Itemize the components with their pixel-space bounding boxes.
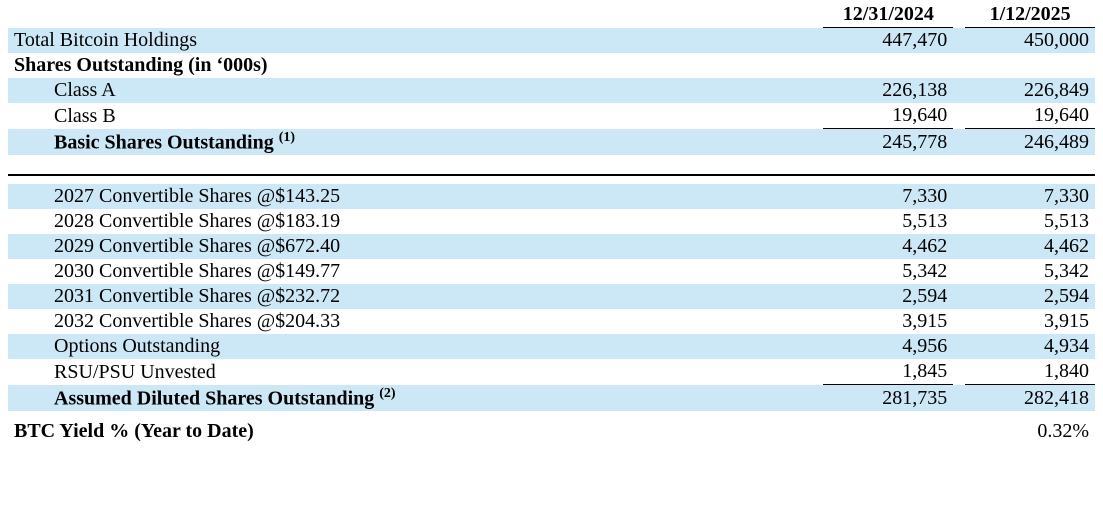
diluted-shares-footnote: (2) [379,386,395,401]
conv-2027-v1: 7,330 [823,184,953,209]
class-b-label: Class B [8,103,823,129]
options-v2: 4,934 [965,334,1095,359]
conv-2032-v2: 3,915 [965,309,1095,334]
spacer [953,53,965,78]
conv-2032-v1: 3,915 [823,309,953,334]
spacer [953,234,965,259]
diluted-shares-v1: 281,735 [823,385,953,412]
table-row: Class A226,138 226,849 [8,78,1095,103]
rsu-psu-label: RSU/PSU Unvested [8,359,823,385]
spacer [953,385,965,412]
table-row: 2031 Convertible Shares @$232.722,5942,5… [8,284,1095,309]
class-a-v2: 226,849 [965,78,1095,103]
table-row: Class B19,64019,640 [8,103,1095,129]
spacer [953,184,965,209]
shares-outstanding-header-v2 [965,53,1095,78]
spacer [953,103,965,129]
conv-2031-label: 2031 Convertible Shares @$232.72 [8,284,823,309]
options-label: Options Outstanding [8,334,823,359]
spacer [953,284,965,309]
conv-2031-v2: 2,594 [965,284,1095,309]
class-b-v2: 19,640 [965,103,1095,129]
conv-2030-v2: 5,342 [965,259,1095,284]
conv-2029-label: 2029 Convertible Shares @$672.40 [8,234,823,259]
table-row: 2028 Convertible Shares @$183.195,5135,5… [8,209,1095,234]
table-row: Total Bitcoin Holdings447,470 450,000 [8,28,1095,54]
table-row: BTC Yield % (Year to Date) 0.32% [8,419,1095,444]
shares-outstanding-header-label: Shares Outstanding (in ‘000s) [8,53,823,78]
spacer [953,78,965,103]
spacer [953,2,965,28]
class-a-v1: 226,138 [823,78,953,103]
conv-2031-v1: 2,594 [823,284,953,309]
spacer [953,309,965,334]
table-row: Shares Outstanding (in ‘000s) [8,53,1095,78]
basic-shares-label: Basic Shares Outstanding (1) [8,129,823,156]
gap-row [8,411,1095,419]
spacer [953,129,965,156]
basic-shares-v1: 245,778 [823,129,953,156]
spacer [953,209,965,234]
table-row: 2029 Convertible Shares @$672.404,4624,4… [8,234,1095,259]
spacer [953,359,965,385]
conv-2029-v2: 4,462 [965,234,1095,259]
btc-yield-label: BTC Yield % (Year to Date) [8,419,823,444]
shares-outstanding-header-v1 [823,53,953,78]
class-a-label: Class A [8,78,823,103]
options-v1: 4,956 [823,334,953,359]
total-bitcoin-label: Total Bitcoin Holdings [8,28,823,54]
conv-2027-label: 2027 Convertible Shares @$143.25 [8,184,823,209]
spacer [953,259,965,284]
basic-shares-v2: 246,489 [965,129,1095,156]
diluted-shares-label: Assumed Diluted Shares Outstanding (2) [8,385,823,412]
conv-2028-v2: 5,513 [965,209,1095,234]
conv-2027-v2: 7,330 [965,184,1095,209]
conv-2030-v1: 5,342 [823,259,953,284]
conv-2032-label: 2032 Convertible Shares @$204.33 [8,309,823,334]
total-bitcoin-v1: 447,470 [823,28,953,54]
conv-2028-v1: 5,513 [823,209,953,234]
col2-header: 1/12/2025 [965,2,1095,28]
table-row: Basic Shares Outstanding (1)245,778 246,4… [8,129,1095,156]
rsu-psu-v1: 1,845 [823,359,953,385]
spacer [953,28,965,54]
rsu-psu-v2: 1,840 [965,359,1095,385]
basic-shares-footnote: (1) [279,130,295,145]
diluted-shares-v2: 282,418 [965,385,1095,412]
table-row: 2032 Convertible Shares @$204.333,9153,9… [8,309,1095,334]
gap-row [8,155,1095,175]
btc-yield-v1 [823,419,953,444]
table-row: Options Outstanding4,956 4,934 [8,334,1095,359]
table-row: RSU/PSU Unvested1,845 1,840 [8,359,1095,385]
total-bitcoin-v2: 450,000 [965,28,1095,54]
spacer [953,419,965,444]
col1-header: 12/31/2024 [823,2,953,28]
conv-2028-label: 2028 Convertible Shares @$183.19 [8,209,823,234]
conv-2029-v1: 4,462 [823,234,953,259]
table-row: 2030 Convertible Shares @$149.775,3425,3… [8,259,1095,284]
table-row: 2027 Convertible Shares @$143.257,3307,3… [8,184,1095,209]
class-b-v1: 19,640 [823,103,953,129]
conv-2030-label: 2030 Convertible Shares @$149.77 [8,259,823,284]
table-row: Assumed Diluted Shares Outstanding (2)28… [8,385,1095,412]
blank-header [8,2,823,28]
btc-yield-v2: 0.32% [965,419,1095,444]
financial-table: 12/31/2024 1/12/2025 Total Bitcoin Holdi… [8,2,1095,444]
spacer [953,334,965,359]
gap-row [8,176,1095,184]
column-header-row: 12/31/2024 1/12/2025 [8,2,1095,28]
